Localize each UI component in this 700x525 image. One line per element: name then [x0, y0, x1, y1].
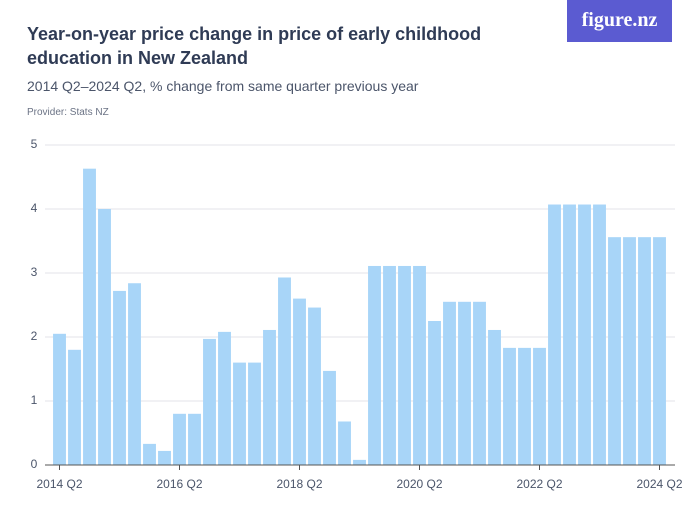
bar: [623, 237, 636, 465]
provider: Provider: Stats NZ: [27, 107, 109, 118]
chart-title: Year-on-year price change in price of ea…: [27, 24, 482, 68]
bar: [443, 301, 456, 465]
x-tick-label: 2024 Q2: [636, 477, 682, 491]
x-tick-label: 2016 Q2: [156, 477, 202, 491]
bar: [188, 413, 201, 465]
y-tick-label: 1: [31, 393, 38, 407]
chart-subtitle: 2014 Q2–2024 Q2, % change from same quar…: [27, 78, 419, 94]
bar: [308, 307, 321, 465]
y-tick-label: 4: [31, 201, 38, 215]
bar: [293, 298, 306, 465]
bar: [53, 333, 66, 465]
bar: [128, 283, 141, 465]
bar: [428, 321, 441, 465]
bar: [278, 277, 291, 465]
bar: [113, 290, 126, 465]
bar: [248, 362, 261, 465]
x-tick-label: 2018 Q2: [276, 477, 322, 491]
bar: [203, 338, 216, 465]
bar: [98, 209, 111, 465]
bar: [173, 413, 186, 465]
bar: [143, 443, 156, 465]
bar: [383, 265, 396, 465]
bar: [338, 421, 351, 465]
bar: [218, 331, 231, 465]
y-tick-label: 3: [31, 265, 38, 279]
y-tick-label: 5: [31, 137, 38, 151]
x-tick-label: 2020 Q2: [396, 477, 442, 491]
bar: [353, 459, 366, 465]
bar: [608, 237, 621, 465]
bar: [68, 349, 81, 465]
bar: [548, 204, 561, 465]
bar: [488, 329, 501, 465]
bar: [83, 168, 96, 465]
bar: [653, 237, 666, 465]
logo[interactable]: figure.nz: [567, 0, 672, 42]
bar: [473, 301, 486, 465]
bar: [368, 265, 381, 465]
bar: [263, 329, 276, 465]
bar: [593, 204, 606, 465]
bar: [158, 450, 171, 465]
bar: [458, 301, 471, 465]
bar: [413, 265, 426, 465]
bar: [638, 237, 651, 465]
bar: [323, 370, 336, 465]
bar: [563, 204, 576, 465]
bar: [233, 362, 246, 465]
bar: [503, 347, 516, 465]
bar: [518, 347, 531, 465]
bar: [533, 347, 546, 465]
y-tick-label: 2: [31, 329, 38, 343]
bar: [398, 265, 411, 465]
x-tick-label: 2022 Q2: [516, 477, 562, 491]
y-tick-label: 0: [31, 457, 38, 471]
bar: [578, 204, 591, 465]
x-tick-label: 2014 Q2: [36, 477, 82, 491]
